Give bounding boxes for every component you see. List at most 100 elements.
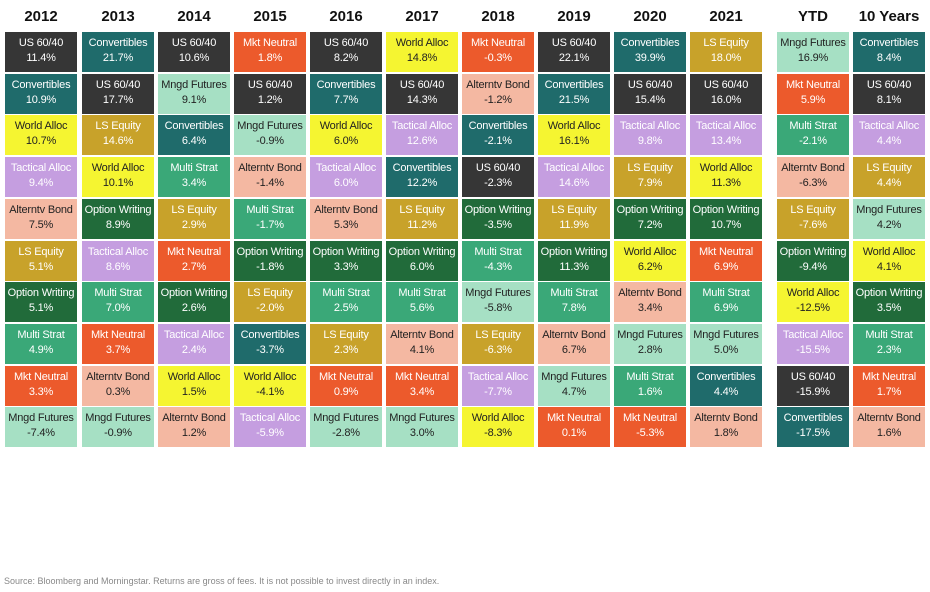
asset-class-label: World Alloc [395,37,449,49]
return-value: 12.2% [406,177,438,190]
asset-class-label: Option Writing [540,245,608,258]
quilt-cell: Mkt Neutral -5.3% [614,407,686,448]
asset-class-label: LS Equity [551,203,597,216]
asset-class-label: US 60/40 [551,37,597,49]
asset-class-label: Multi Strat [322,287,370,300]
return-value: 6.4% [181,135,207,148]
quilt-cell: Option Writing 5.1% [5,282,77,323]
quilt-cell: Tactical Alloc 13.4% [690,115,762,156]
quilt-cell: Mngd Futures 4.2% [853,198,925,239]
return-value: 11.3% [711,177,741,190]
quilt-cell: US 60/40 8.1% [853,73,925,114]
return-value: -1.7% [256,218,284,231]
quilt-cell: Convertibles 6.4% [158,115,230,156]
quilt-cell: LS Equity 11.9% [538,198,610,239]
return-value: 6.7% [561,343,587,356]
asset-class-label: World Alloc [91,162,145,175]
asset-class-label: Alterntv Bond [314,203,378,216]
return-value: 21.7% [102,52,134,64]
return-value: -1.8% [256,260,284,273]
asset-class-label: LS Equity [627,162,673,175]
return-value: -5.9% [256,427,284,440]
asset-class-label: Mngd Futures [617,328,683,341]
asset-class-label: World Alloc [547,120,601,133]
return-value: 1.8% [257,52,283,64]
quilt-cell: World Alloc 11.3% [690,157,762,198]
asset-class-label: Mkt Neutral [861,370,917,383]
return-value: -5.8% [484,302,512,315]
return-value: -0.3% [484,52,512,64]
quilt-cell: Alterntv Bond -1.2% [462,73,534,114]
quilt-cell: Mngd Futures -5.8% [462,282,534,323]
quilt-cell: Option Writing 3.5% [853,282,925,323]
quilt-cell: Mngd Futures 2.8% [614,323,686,364]
return-value: 18.0% [710,52,742,64]
asset-class-label: Option Writing [236,245,304,258]
return-value: -8.3% [484,427,512,440]
return-value: -2.1% [484,135,512,148]
quilt-cell: Multi Strat 6.9% [690,282,762,323]
column-header: 2021 [709,8,743,25]
return-value: -12.5% [796,302,830,315]
quilt-cell: Mngd Futures -0.9% [234,115,306,156]
asset-class-label: Mkt Neutral [546,412,602,425]
return-value: 4.7% [561,385,587,398]
quilt-cell: Mkt Neutral -0.3% [462,32,534,72]
quilt-cell: Tactical Alloc 6.0% [310,157,382,198]
asset-class-label: LS Equity [18,245,64,258]
quilt-cell: World Alloc 16.1% [538,115,610,156]
asset-class-label: Mngd Futures [313,412,379,425]
quilt-cell: US 60/40 10.6% [158,32,230,72]
quilt-cell: Alterntv Bond 1.8% [690,407,762,448]
quilt-cell: US 60/40 16.0% [690,73,762,114]
return-value: 3.4% [181,177,207,190]
quilt-cell: Option Writing 11.3% [538,240,610,281]
column-header: 2019 [557,8,591,25]
asset-class-label: Option Writing [692,203,760,216]
asset-class-label: LS Equity [247,287,293,300]
asset-class-label: Mngd Futures [161,78,227,91]
return-value: -2.8% [332,427,360,440]
asset-class-label: LS Equity [95,120,141,133]
quilt-cell: Tactical Alloc 2.4% [158,323,230,364]
column-header: 2020 [633,8,667,25]
quilt-cell: LS Equity -7.6% [777,198,849,239]
return-value: -7.7% [484,385,512,398]
asset-class-label: Multi Strat [550,287,598,300]
quilt-cell: Option Writing 6.0% [386,240,458,281]
quilt-cell: Multi Strat 3.4% [158,157,230,198]
asset-class-label: Multi Strat [170,162,218,175]
quilt-cell: Alterntv Bond 1.6% [853,407,925,448]
quilt-cell: Mngd Futures 4.7% [538,365,610,406]
quilt-cell: Multi Strat 1.6% [614,365,686,406]
return-value: 6.0% [333,135,359,148]
return-value: 4.4% [876,177,902,190]
return-value: 3.4% [637,302,663,315]
asset-class-label: Convertibles [164,120,224,133]
quilt-cell: LS Equity 7.9% [614,157,686,198]
quilt-cell: Multi Strat 5.6% [386,282,458,323]
return-value: 8.4% [876,52,902,64]
asset-class-label: Tactical Alloc [619,120,681,133]
asset-class-label: Mkt Neutral [166,245,222,258]
return-value: 6.9% [713,302,739,315]
asset-class-label: Multi Strat [246,203,294,216]
column-header: 10 Years [858,8,920,25]
return-value: 11.2% [407,218,437,231]
quilt-cell: US 60/40 8.2% [310,32,382,72]
quilt-cell: Multi Strat 2.3% [853,323,925,364]
asset-class-label: Mngd Futures [541,370,607,383]
return-value: 14.6% [102,135,134,148]
return-value: 2.3% [876,343,902,356]
return-value: 6.2% [637,260,663,273]
quilt-cell: Mkt Neutral 1.8% [234,32,306,72]
quilt-cell: Multi Strat -2.1% [777,115,849,156]
asset-class-label: Multi Strat [789,120,837,133]
return-value: -3.7% [256,343,284,356]
return-value: 1.8% [713,427,739,440]
return-value: 2.9% [181,218,207,231]
return-value: 14.6% [558,177,590,190]
quilt-cell: Mkt Neutral 2.7% [158,240,230,281]
asset-class-label: Mkt Neutral [318,370,374,383]
asset-class-label: Convertibles [240,328,300,341]
